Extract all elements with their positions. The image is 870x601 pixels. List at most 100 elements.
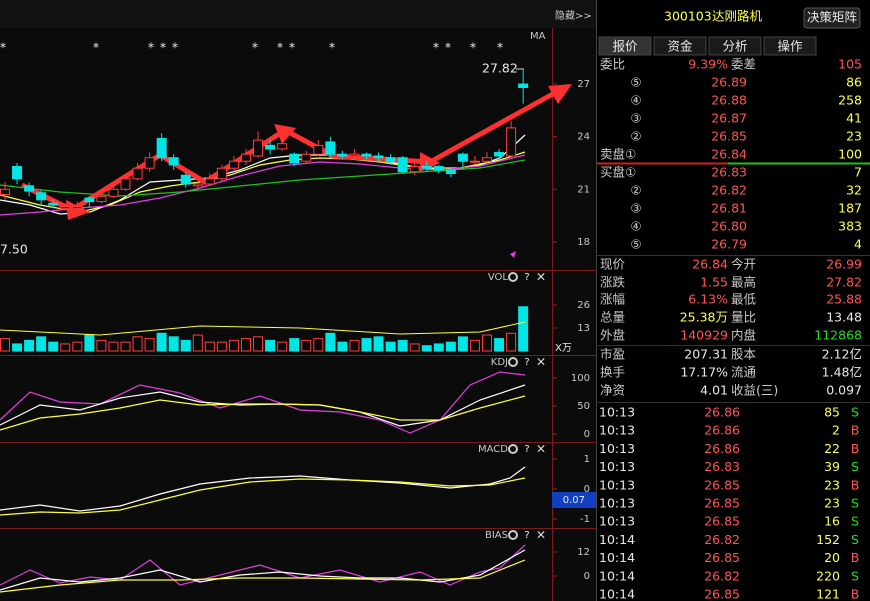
stat-value: 140929: [680, 328, 728, 343]
macd-lines: [0, 466, 526, 516]
candle-body: [36, 192, 47, 201]
book-price: 26.84: [711, 147, 747, 162]
close-icon[interactable]: ×: [536, 269, 546, 284]
ratio-value: 9.39%: [688, 57, 728, 72]
candle-body: [349, 153, 360, 157]
volume-bar: [156, 332, 167, 352]
stat-value: 25.88: [826, 292, 862, 307]
close-icon[interactable]: ×: [536, 527, 546, 542]
trade-side: B: [851, 423, 860, 438]
trade-time: 10:13: [599, 423, 635, 438]
stat-label: 最高: [731, 275, 756, 290]
diff-label: 委差: [731, 57, 756, 72]
book-label: ⑤: [630, 75, 641, 90]
price-tick-label: 27: [577, 79, 590, 90]
axis-tick-label: 0: [584, 571, 590, 582]
candle-body: [120, 178, 131, 190]
book-label: ②: [630, 129, 641, 144]
macd-value-box: [552, 492, 596, 508]
stat-value: 0.097: [826, 383, 862, 398]
settings-icon[interactable]: [508, 530, 518, 540]
signal-star: *: [93, 40, 99, 55]
volume-bar: [457, 336, 468, 352]
trade-side: B: [851, 550, 860, 565]
book-volume: 100: [838, 147, 862, 162]
stat-value: 6.13%: [688, 292, 728, 307]
candle-body: [60, 206, 71, 210]
tab-label[interactable]: 报价: [612, 39, 638, 54]
trade-time: 10:14: [599, 532, 635, 547]
volume-ma: [0, 321, 526, 336]
volume-bar: [361, 338, 372, 352]
stat-label: 外盘: [600, 328, 625, 343]
section-lines: [597, 255, 870, 403]
candle-body: [24, 185, 35, 192]
candle-body: [457, 153, 468, 162]
trade-price: 26.82: [704, 568, 740, 583]
decision-label[interactable]: 决策矩阵: [807, 10, 858, 25]
signal-star: *: [289, 40, 295, 55]
close-icon[interactable]: ×: [536, 354, 546, 369]
volume-bar: [421, 345, 432, 352]
stat-label: 最低: [731, 292, 757, 307]
book-label: ④: [630, 219, 641, 234]
stat-label: 市盈: [600, 347, 625, 362]
stat-label: 今开: [731, 257, 756, 272]
signal-star: *: [148, 40, 154, 55]
trade-side: S: [851, 459, 859, 474]
candle-body: [445, 169, 456, 175]
trade-price: 26.85: [704, 587, 740, 601]
stat-value: 26.99: [826, 257, 862, 272]
tab-label[interactable]: 资金: [667, 39, 693, 54]
stat-value: 207.31: [684, 347, 728, 362]
ratio-label: 委比: [600, 57, 625, 72]
volume-bar: [241, 338, 251, 352]
stock-name: 达刚路机: [712, 9, 763, 24]
book-price: 26.87: [711, 111, 747, 126]
candle-body: [12, 165, 23, 180]
decision-button[interactable]: [803, 7, 861, 29]
hide-button[interactable]: 隐藏>>: [555, 10, 592, 22]
volume-bar: [506, 332, 517, 352]
help-icon[interactable]: ?: [524, 272, 529, 283]
trade-time: 10:13: [599, 441, 635, 456]
tab[interactable]: [763, 36, 817, 56]
settings-icon[interactable]: [508, 272, 518, 282]
volume-bar: [84, 334, 95, 352]
stat-label: 内盘: [731, 328, 756, 343]
volume-bar: [445, 341, 456, 352]
volume-bar: [132, 336, 143, 352]
book-volume: 187: [838, 201, 862, 216]
trade-time: 10:13: [599, 459, 635, 474]
help-icon[interactable]: ?: [524, 357, 529, 368]
volume-bar: [385, 341, 396, 352]
candle-body: [253, 139, 264, 157]
tab[interactable]: [598, 36, 652, 56]
help-icon[interactable]: ?: [524, 444, 529, 455]
tab[interactable]: [708, 36, 762, 56]
settings-icon[interactable]: [508, 357, 518, 367]
book-price: 26.80: [711, 219, 747, 234]
help-icon[interactable]: ?: [524, 530, 529, 541]
stat-label: 换手: [600, 365, 625, 380]
book-price: 26.79: [711, 237, 747, 252]
book-volume: 41: [846, 111, 862, 126]
signal-star: *: [497, 40, 503, 55]
tab-label[interactable]: 操作: [777, 39, 803, 54]
volume-bar: [409, 343, 420, 352]
tab[interactable]: [653, 36, 707, 56]
signal-star: *: [0, 40, 6, 55]
trade-time: 10:13: [599, 496, 635, 511]
candle-body: [180, 174, 191, 185]
volume-bar: [60, 343, 71, 352]
panel-label: VOL: [488, 272, 509, 283]
tab-label[interactable]: 分析: [722, 39, 747, 54]
trade-volume: 23: [824, 496, 840, 511]
close-icon[interactable]: ×: [536, 441, 546, 456]
stat-value: 4.01: [700, 383, 728, 398]
settings-icon[interactable]: [508, 444, 518, 454]
candle-body: [337, 153, 348, 157]
volume-bar: [108, 341, 119, 352]
volume-bar: [313, 338, 324, 352]
